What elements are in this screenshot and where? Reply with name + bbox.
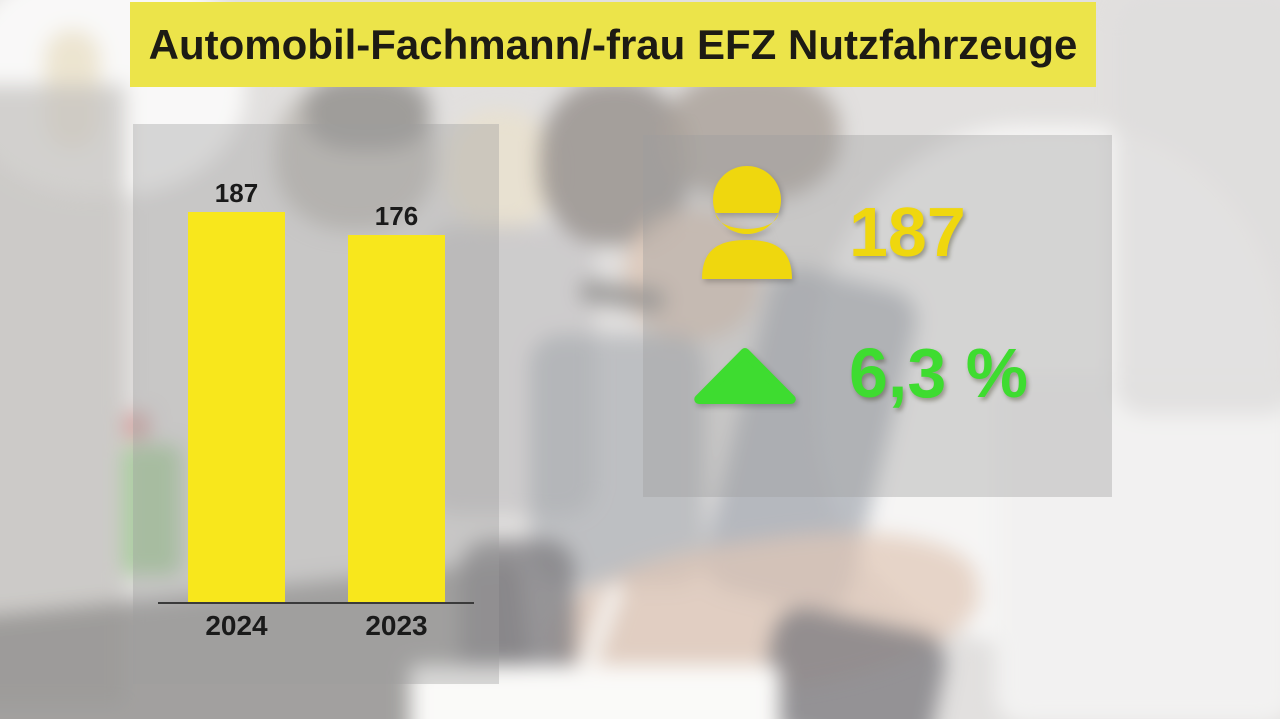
x-tick-label-2024: 2024 — [205, 610, 268, 641]
bar-value-label-2023: 176 — [374, 200, 419, 231]
bar-group-2024: 187 — [188, 177, 285, 602]
triangle-up-icon — [693, 347, 797, 405]
person-icon — [697, 163, 797, 279]
bar-2023 — [348, 235, 445, 602]
bar-value-label-2024: 187 — [214, 177, 259, 208]
bar-chart-panel: 187 176 2024 2023 — [133, 124, 499, 684]
total-count-value: 187 — [849, 193, 966, 271]
percent-change-value: 6,3 % — [849, 334, 1028, 412]
bar-2024 — [188, 212, 285, 602]
title-banner: Automobil-Fachmann/-frau EFZ Nutzfahrzeu… — [130, 2, 1096, 87]
page-title: Automobil-Fachmann/-frau EFZ Nutzfahrzeu… — [148, 20, 1078, 68]
bar-group-2023: 176 — [348, 200, 445, 602]
x-axis-line — [158, 602, 474, 604]
stats-panel: 187 6,3 % — [643, 135, 1112, 497]
x-tick-label-2023: 2023 — [365, 610, 428, 641]
